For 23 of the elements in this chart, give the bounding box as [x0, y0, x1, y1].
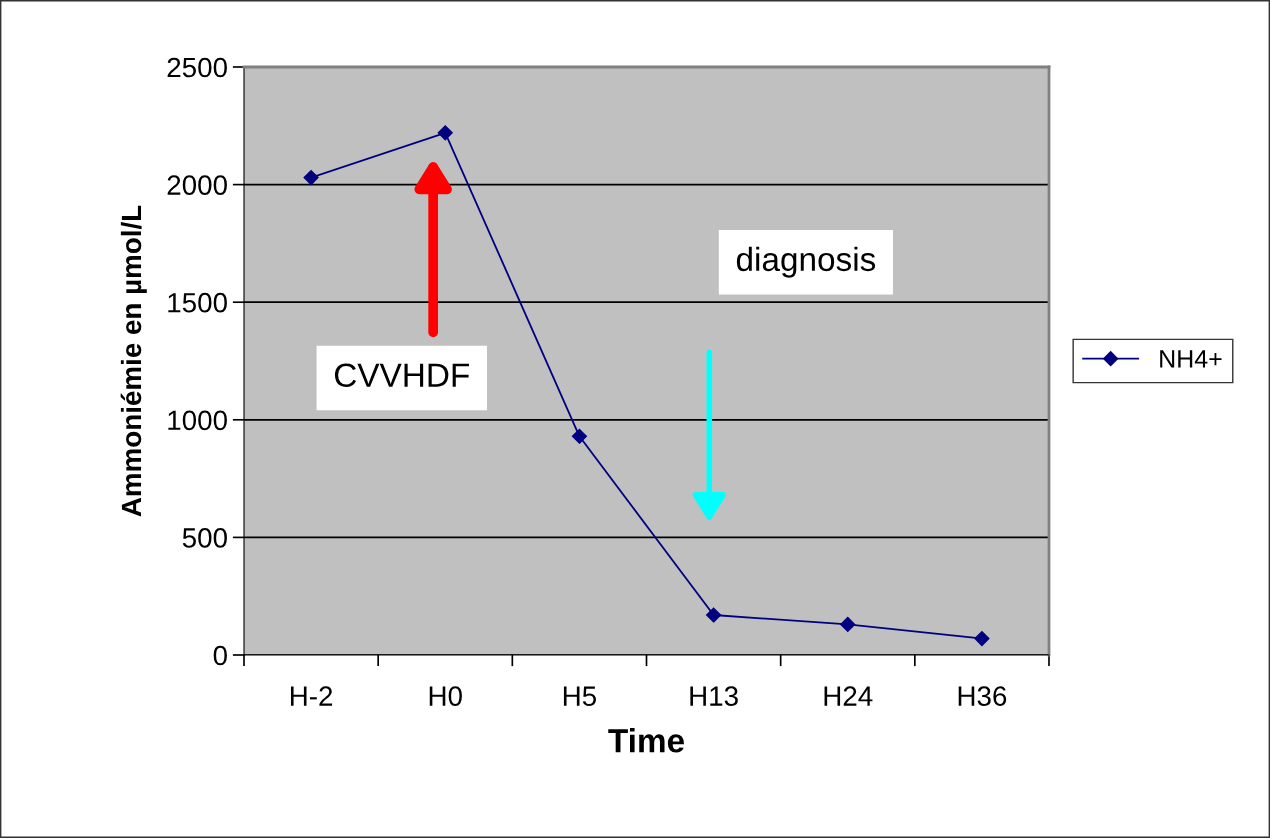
x-tick-label: H5: [563, 686, 597, 706]
y-tick-label: 500: [182, 528, 227, 548]
y-tick-label: 1500: [168, 292, 227, 313]
y-tick-label: 1000: [168, 410, 227, 431]
x-tick-label: H0: [429, 686, 462, 706]
annotation: CVVHDF: [334, 363, 469, 387]
annotation: diagnosis: [736, 246, 876, 278]
legend-label: NH4+: [1160, 350, 1222, 368]
point: [706, 607, 722, 623]
x-axis-title: Time: [608, 728, 684, 753]
point: [571, 428, 587, 444]
point: [437, 125, 453, 141]
y-axis-title: Ammoniémie en µmol/L: [120, 205, 147, 517]
x-tick-label: H-2: [290, 686, 333, 706]
point: [840, 616, 856, 632]
x-tick-label: H24: [824, 686, 873, 706]
y-tick-label: 0: [213, 645, 227, 666]
y-tick-label: 2000: [167, 175, 227, 195]
x-tick-label: H13: [690, 686, 738, 706]
x-tick-label: H36: [958, 686, 1007, 706]
point: [303, 169, 319, 186]
point: [974, 630, 990, 647]
y-tick-label: 2500: [167, 57, 227, 78]
